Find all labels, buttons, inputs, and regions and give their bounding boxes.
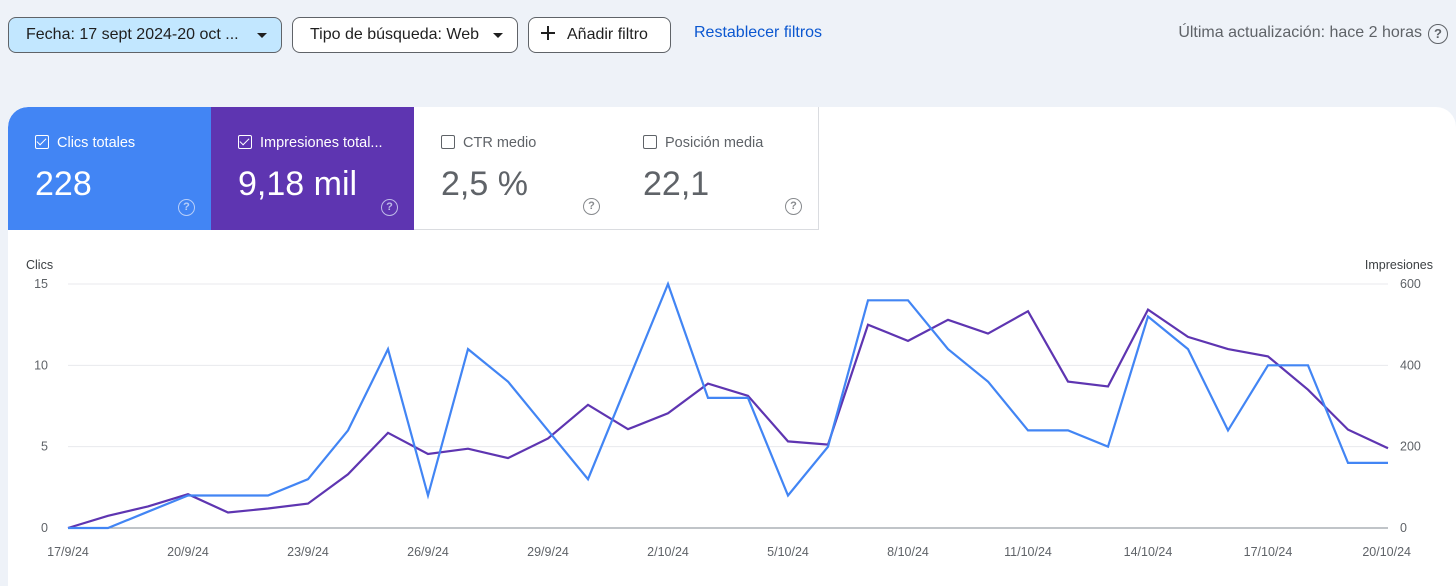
plus-icon	[541, 26, 555, 40]
help-icon[interactable]: ?	[785, 198, 802, 215]
metric-value: 9,18 mil	[238, 165, 358, 203]
checkbox-checked-icon[interactable]	[35, 135, 49, 149]
metric-total-impressions[interactable]: Impresiones total... 9,18 mil ?	[211, 107, 414, 230]
y-tick-label-left: 0	[41, 521, 48, 535]
metric-header: Clics totales	[35, 135, 211, 151]
search-type-label: Tipo de búsqueda: Web	[310, 26, 480, 43]
help-icon[interactable]: ?	[381, 199, 398, 216]
dropdown-arrow-icon	[493, 33, 503, 38]
add-filter-button[interactable]: Añadir filtro	[528, 17, 671, 53]
metric-total-clicks[interactable]: Clics totales 228 ?	[8, 107, 211, 230]
performance-chart: 0 5 10 15 0 200 400 600 Clics Impresiones 17/9/24 2…	[26, 258, 1433, 559]
dropdown-arrow-icon	[257, 33, 267, 38]
metric-header: CTR medio	[441, 135, 616, 151]
metric-value: 228	[35, 165, 92, 203]
checkbox-unchecked-icon[interactable]	[643, 135, 657, 149]
y-tick-label-right: 400	[1400, 358, 1421, 372]
last-update-text: Última actualización: hace 2 horas	[1178, 24, 1422, 41]
help-icon[interactable]: ?	[178, 199, 195, 216]
y-tick-label-right: 200	[1400, 440, 1421, 454]
y-tick-label-right: 0	[1400, 521, 1407, 535]
x-tick-label: 20/9/24	[167, 545, 209, 559]
metric-label: Posición media	[665, 135, 764, 151]
x-tick-label: 11/10/24	[1004, 545, 1052, 559]
metric-header: Impresiones total...	[238, 135, 414, 151]
reset-filters-link[interactable]: Restablecer filtros	[694, 24, 823, 41]
y-tick-label-right: 600	[1400, 277, 1421, 291]
series-line-clics	[68, 280, 1388, 530]
y-axis-title-left: Clics	[26, 258, 53, 272]
metric-label: Impresiones total...	[260, 135, 383, 151]
metric-average-ctr[interactable]: CTR medio 2,5 % ?	[414, 107, 617, 230]
x-tick-label: 14/10/24	[1124, 545, 1173, 559]
x-tick-label: 29/9/24	[527, 545, 569, 559]
metric-label: CTR medio	[463, 135, 537, 151]
metric-value: 2,5 %	[441, 165, 528, 203]
metric-value: 22,1	[643, 165, 710, 203]
x-tick-label: 2/10/24	[647, 545, 689, 559]
y-axis-title-right: Impresiones	[1365, 258, 1433, 272]
filter-bar: Fecha: 17 sept 2024-20 oct ... Tipo de b…	[0, 0, 1456, 70]
x-tick-label: 17/10/24	[1244, 545, 1293, 559]
x-tick-label: 23/9/24	[287, 545, 329, 559]
x-tick-label: 26/9/24	[407, 545, 449, 559]
date-filter-label: Fecha: 17 sept 2024-20 oct ...	[26, 26, 239, 43]
search-type-chip[interactable]: Tipo de búsqueda: Web	[292, 17, 518, 53]
x-tick-label: 5/10/24	[767, 545, 809, 559]
checkbox-checked-icon[interactable]	[238, 135, 252, 149]
add-filter-label: Añadir filtro	[567, 26, 648, 43]
series-line-impresiones	[67, 307, 1389, 530]
x-tick-label: 8/10/24	[887, 545, 929, 559]
help-icon[interactable]: ?	[1428, 24, 1448, 44]
y-tick-label-left: 15	[34, 277, 48, 291]
x-tick-label: 20/10/24	[1362, 545, 1411, 559]
help-icon[interactable]: ?	[583, 198, 600, 215]
metric-average-position[interactable]: Posición media 22,1 ?	[616, 107, 819, 230]
y-tick-label-left: 5	[41, 440, 48, 454]
metric-header: Posición media	[643, 135, 818, 151]
x-tick-label: 17/9/24	[47, 545, 89, 559]
y-tick-label-left: 10	[34, 358, 48, 372]
checkbox-unchecked-icon[interactable]	[441, 135, 455, 149]
metric-label: Clics totales	[57, 135, 136, 151]
performance-card: Clics totales 228 ? Impresiones total...…	[8, 107, 1456, 586]
date-filter-chip[interactable]: Fecha: 17 sept 2024-20 oct ...	[8, 17, 282, 53]
